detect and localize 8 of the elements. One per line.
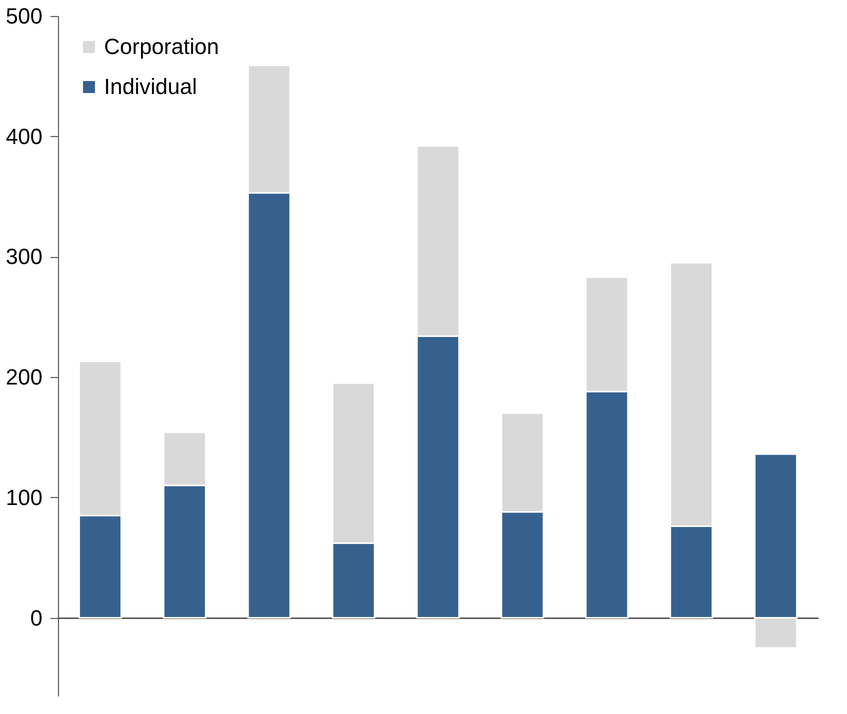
y-tick-label: 300 bbox=[6, 244, 42, 270]
y-tick-label: 0 bbox=[30, 605, 42, 630]
y-tick-label: 400 bbox=[6, 124, 42, 149]
legend-label: Individual bbox=[104, 74, 197, 99]
y-tick-label: 200 bbox=[6, 364, 42, 390]
y-tick-label: 500 bbox=[6, 4, 42, 28]
legend-label: Corporation bbox=[104, 34, 219, 59]
y-tick-label: 100 bbox=[6, 484, 42, 510]
